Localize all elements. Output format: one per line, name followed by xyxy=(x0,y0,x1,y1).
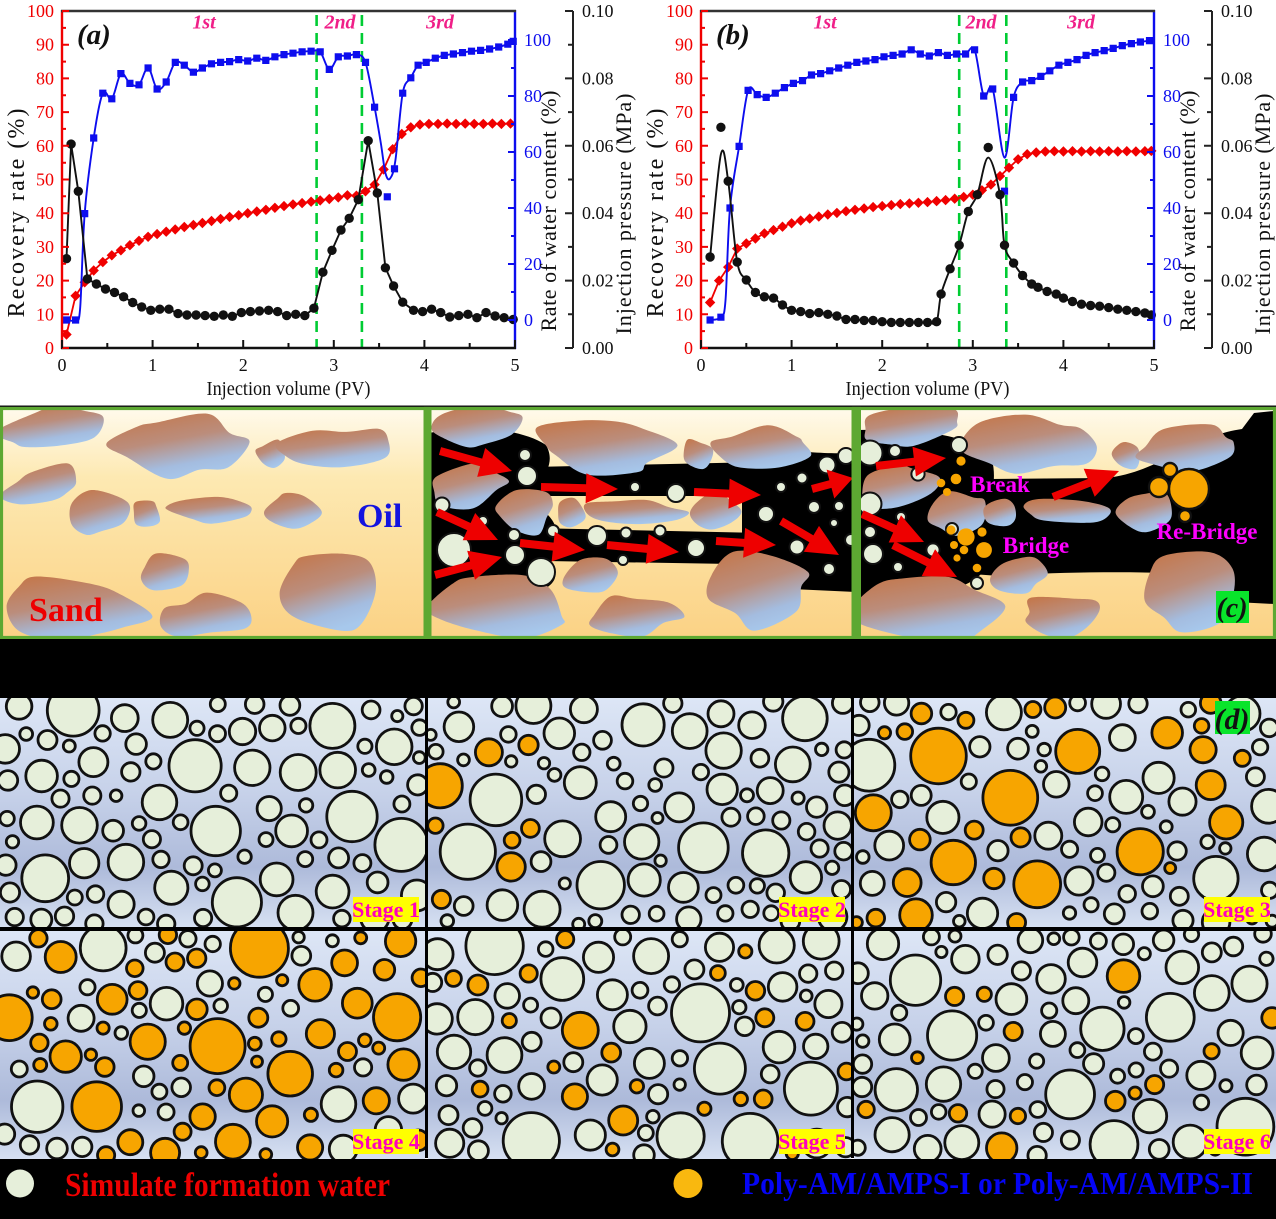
svg-text:40: 40 xyxy=(675,203,693,223)
svg-text:Recovery rate (%): Recovery rate (%) xyxy=(4,109,30,318)
svg-text:60: 60 xyxy=(675,136,693,156)
svg-text:0: 0 xyxy=(45,338,54,358)
svg-text:0.10: 0.10 xyxy=(1221,1,1253,21)
svg-text:3rd: 3rd xyxy=(425,12,455,34)
svg-text:20: 20 xyxy=(524,254,542,274)
svg-text:0: 0 xyxy=(1163,310,1172,330)
svg-text:Stage 4: Stage 4 xyxy=(352,1129,420,1154)
svg-text:30: 30 xyxy=(36,237,54,257)
svg-text:Break: Break xyxy=(970,472,1030,497)
svg-text:100: 100 xyxy=(666,1,693,21)
svg-text:Injection volume (PV): Injection volume (PV) xyxy=(207,378,371,400)
svg-text:80: 80 xyxy=(524,86,542,106)
svg-text:0.04: 0.04 xyxy=(1221,203,1253,223)
svg-text:(b): (b) xyxy=(716,19,750,51)
svg-text:Injection pressure (MPa): Injection pressure (MPa) xyxy=(1250,94,1275,335)
svg-text:5: 5 xyxy=(1150,355,1159,375)
svg-text:60: 60 xyxy=(36,136,54,156)
svg-text:0: 0 xyxy=(684,338,693,358)
svg-text:0.06: 0.06 xyxy=(582,136,614,156)
svg-text:Re-Bridge: Re-Bridge xyxy=(1157,519,1258,544)
svg-text:Rate of water content (%): Rate of water content (%) xyxy=(1175,91,1200,332)
svg-text:40: 40 xyxy=(36,203,54,223)
svg-text:90: 90 xyxy=(36,35,54,55)
svg-text:100: 100 xyxy=(27,1,54,21)
svg-text:30: 30 xyxy=(675,237,693,257)
svg-text:2nd: 2nd xyxy=(323,12,356,34)
svg-text:Injection pressure (MPa): Injection pressure (MPa) xyxy=(611,94,636,335)
svg-text:Poly-AM/AMPS-I or Poly-AM/AMPS: Poly-AM/AMPS-I or Poly-AM/AMPS-II xyxy=(742,1165,1253,1201)
svg-text:20: 20 xyxy=(36,271,54,291)
svg-text:0.00: 0.00 xyxy=(1221,338,1253,358)
svg-text:1st: 1st xyxy=(813,12,838,34)
svg-text:Recovery rate (%): Recovery rate (%) xyxy=(643,109,669,318)
svg-text:Bridge: Bridge xyxy=(1003,533,1069,558)
svg-text:Stage 3: Stage 3 xyxy=(1203,897,1271,922)
svg-text:Simulate formation water: Simulate formation water xyxy=(65,1167,390,1204)
svg-text:80: 80 xyxy=(36,68,54,88)
svg-text:4: 4 xyxy=(420,355,429,375)
svg-text:20: 20 xyxy=(1163,254,1181,274)
svg-text:20: 20 xyxy=(675,271,693,291)
svg-text:Rate of water content (%): Rate of water content (%) xyxy=(536,91,561,332)
svg-text:Stage 1: Stage 1 xyxy=(352,897,420,922)
svg-text:0: 0 xyxy=(524,310,533,330)
svg-text:1: 1 xyxy=(148,355,157,375)
svg-text:100: 100 xyxy=(524,30,551,50)
svg-text:70: 70 xyxy=(36,102,54,122)
svg-text:40: 40 xyxy=(524,198,542,218)
svg-text:10: 10 xyxy=(675,304,693,324)
svg-text:90: 90 xyxy=(675,35,693,55)
svg-text:0.04: 0.04 xyxy=(582,203,614,223)
svg-text:60: 60 xyxy=(1163,142,1181,162)
svg-text:80: 80 xyxy=(675,68,693,88)
svg-text:(c): (c) xyxy=(1216,593,1247,624)
svg-text:0: 0 xyxy=(697,355,706,375)
svg-text:Oil: Oil xyxy=(357,498,402,535)
svg-text:0.08: 0.08 xyxy=(582,68,614,88)
svg-text:2: 2 xyxy=(239,355,248,375)
svg-text:0.10: 0.10 xyxy=(582,1,614,21)
svg-text:(d): (d) xyxy=(1215,703,1250,736)
svg-text:0: 0 xyxy=(58,355,67,375)
svg-text:4: 4 xyxy=(1059,355,1068,375)
svg-text:3rd: 3rd xyxy=(1066,12,1096,34)
svg-text:80: 80 xyxy=(1163,86,1181,106)
svg-text:0.02: 0.02 xyxy=(582,271,614,291)
svg-text:50: 50 xyxy=(675,170,693,190)
svg-text:2: 2 xyxy=(878,355,887,375)
svg-text:Stage 5: Stage 5 xyxy=(778,1129,846,1154)
svg-text:1: 1 xyxy=(787,355,796,375)
svg-text:Injection volume (PV): Injection volume (PV) xyxy=(846,378,1010,400)
svg-text:2nd: 2nd xyxy=(964,12,997,34)
svg-text:(a): (a) xyxy=(77,19,111,51)
svg-text:50: 50 xyxy=(36,170,54,190)
svg-text:60: 60 xyxy=(524,142,542,162)
svg-text:1st: 1st xyxy=(192,12,217,34)
svg-text:Stage 2: Stage 2 xyxy=(778,897,846,922)
svg-text:0.02: 0.02 xyxy=(1221,271,1253,291)
svg-text:70: 70 xyxy=(675,102,693,122)
svg-text:Stage 6: Stage 6 xyxy=(1203,1129,1271,1154)
svg-text:0.08: 0.08 xyxy=(1221,68,1253,88)
svg-text:Sand: Sand xyxy=(29,592,103,629)
svg-text:40: 40 xyxy=(1163,198,1181,218)
svg-text:10: 10 xyxy=(36,304,54,324)
svg-text:100: 100 xyxy=(1163,30,1190,50)
svg-text:5: 5 xyxy=(511,355,520,375)
svg-text:3: 3 xyxy=(329,355,338,375)
svg-text:0.00: 0.00 xyxy=(582,338,614,358)
svg-text:0.06: 0.06 xyxy=(1221,136,1253,156)
svg-text:3: 3 xyxy=(968,355,977,375)
